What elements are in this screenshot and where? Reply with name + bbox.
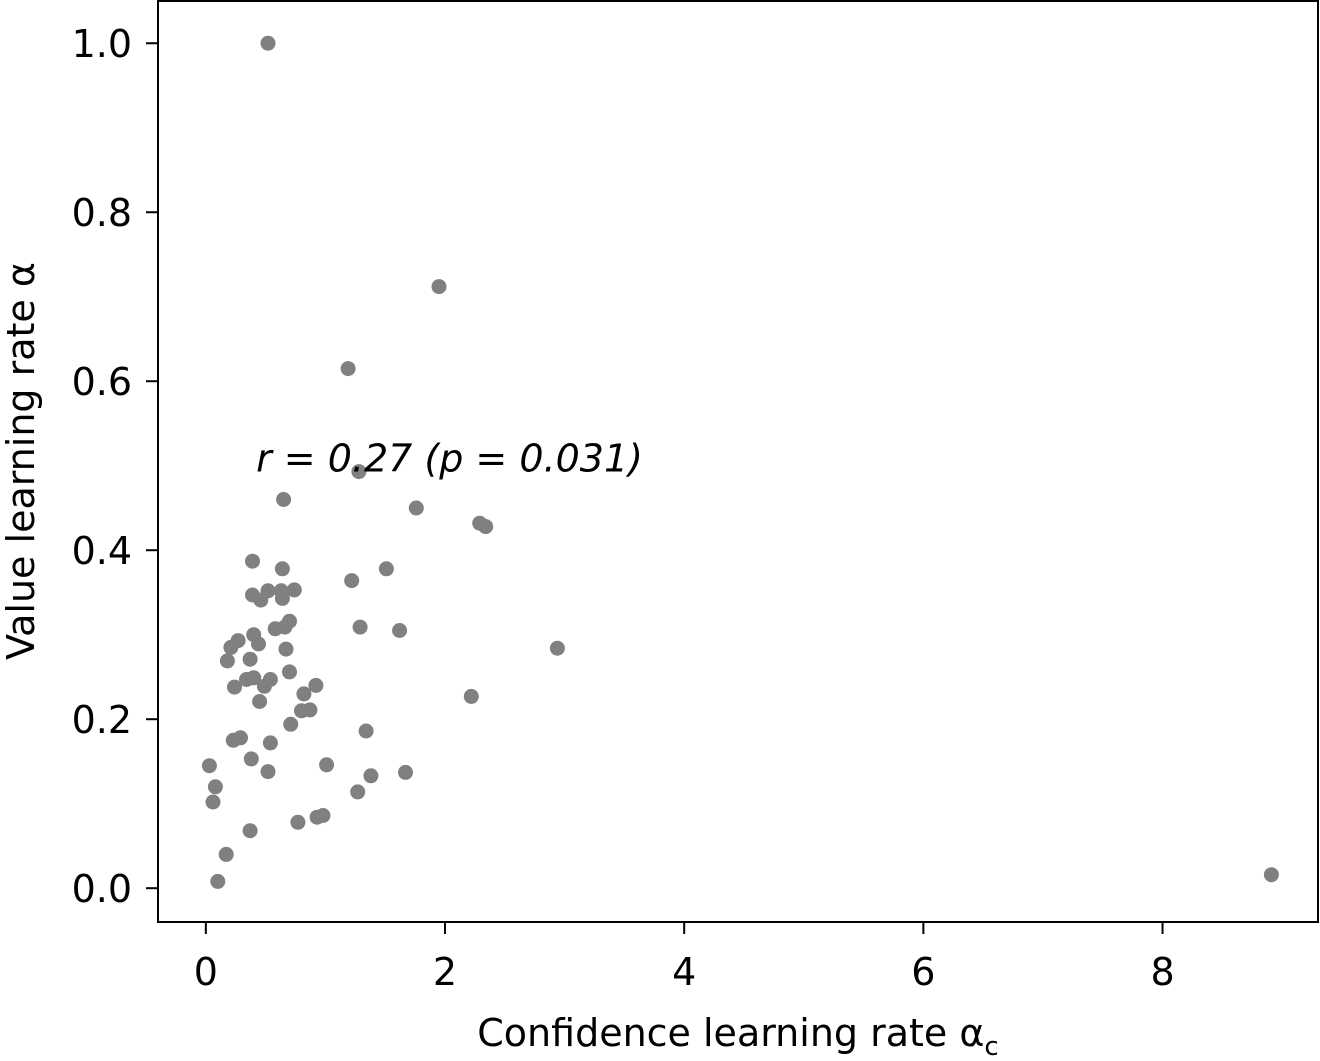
data-point <box>210 873 226 889</box>
data-point <box>201 758 217 774</box>
y-tick-label: 0.2 <box>72 698 132 742</box>
data-point <box>243 751 259 767</box>
data-point <box>251 636 266 652</box>
data-point <box>351 464 367 480</box>
data-point <box>340 361 356 377</box>
data-point <box>242 651 258 667</box>
data-point <box>378 561 394 577</box>
data-point <box>308 677 324 693</box>
data-point <box>253 592 269 608</box>
data-point <box>260 35 276 51</box>
data-point <box>223 639 239 655</box>
data-point <box>315 808 331 823</box>
data-point <box>207 779 223 795</box>
data-point <box>274 590 290 606</box>
x-axis-label: Confidence learning rate αc <box>477 1011 998 1057</box>
data-point <box>290 814 306 830</box>
data-point <box>286 582 302 598</box>
x-axis-label-subscript: c <box>984 1032 998 1057</box>
data-point <box>302 702 318 718</box>
data-point <box>358 723 374 739</box>
points-layer <box>201 35 1279 889</box>
data-point <box>463 688 479 704</box>
data-point <box>278 641 294 657</box>
data-point <box>225 732 241 748</box>
x-axis-label-main: Confidence learning rate α <box>477 1011 984 1055</box>
data-point <box>478 519 494 535</box>
data-point <box>549 640 565 656</box>
data-point <box>260 764 276 780</box>
data-point <box>283 716 299 732</box>
data-point <box>350 784 366 800</box>
y-tick-label: 0.4 <box>72 529 132 573</box>
data-point <box>227 679 242 695</box>
data-point <box>274 561 290 577</box>
data-point <box>239 672 254 687</box>
data-point <box>219 653 235 669</box>
y-axis-label: Value learning rate α <box>0 262 43 660</box>
y-axis-ticks: 0.0 0.2 0.4 0.6 0.8 1.0 <box>72 22 158 911</box>
data-point <box>276 492 292 507</box>
data-point <box>1263 867 1279 883</box>
x-tick-label: 4 <box>672 950 696 994</box>
x-tick-label: 2 <box>433 950 457 994</box>
data-point <box>218 846 234 862</box>
y-tick-label: 0.8 <box>72 191 132 235</box>
data-point <box>398 764 413 780</box>
data-point <box>363 768 379 784</box>
x-tick-label: 6 <box>911 950 935 994</box>
data-point <box>205 794 221 810</box>
data-point <box>319 757 335 773</box>
data-point <box>344 573 360 589</box>
data-point <box>242 823 258 839</box>
data-point <box>431 279 447 295</box>
data-point <box>392 623 408 638</box>
data-point <box>252 694 268 709</box>
y-tick-label: 0.6 <box>72 360 132 404</box>
y-tick-label: 1.0 <box>72 22 132 66</box>
data-point <box>256 678 272 694</box>
plot-frame <box>157 0 1319 923</box>
correlation-annotation: r = 0.27 (p = 0.031) <box>256 436 643 480</box>
x-axis-ticks: 0 2 4 6 8 <box>194 922 1175 994</box>
data-point <box>282 664 297 680</box>
data-point <box>296 686 312 702</box>
y-tick-label: 0.0 <box>72 867 132 911</box>
data-point <box>408 500 424 516</box>
data-point <box>352 619 368 635</box>
data-point <box>245 553 260 569</box>
data-point <box>262 735 278 751</box>
data-point <box>277 619 293 635</box>
x-tick-label: 0 <box>194 950 218 994</box>
x-tick-label: 8 <box>1150 950 1174 994</box>
